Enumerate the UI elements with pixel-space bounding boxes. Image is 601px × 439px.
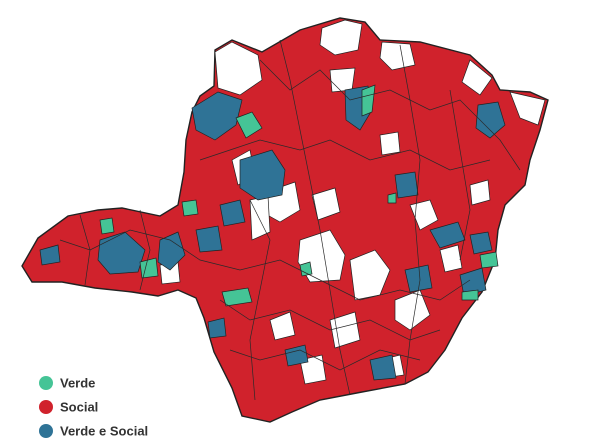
legend-label: Verde bbox=[60, 375, 95, 390]
legend-marker bbox=[39, 400, 53, 414]
boundaries bbox=[59, 39, 521, 401]
verde-social-areas bbox=[39, 85, 506, 381]
legend-marker bbox=[39, 424, 53, 438]
legend-label: Verde e Social bbox=[60, 423, 148, 438]
legend-label: Social bbox=[60, 399, 98, 414]
no-data-areas bbox=[159, 19, 546, 385]
legend-marker bbox=[39, 376, 53, 390]
verde-areas bbox=[99, 84, 499, 307]
legend: Verde Social Verde e Social bbox=[39, 375, 148, 438]
